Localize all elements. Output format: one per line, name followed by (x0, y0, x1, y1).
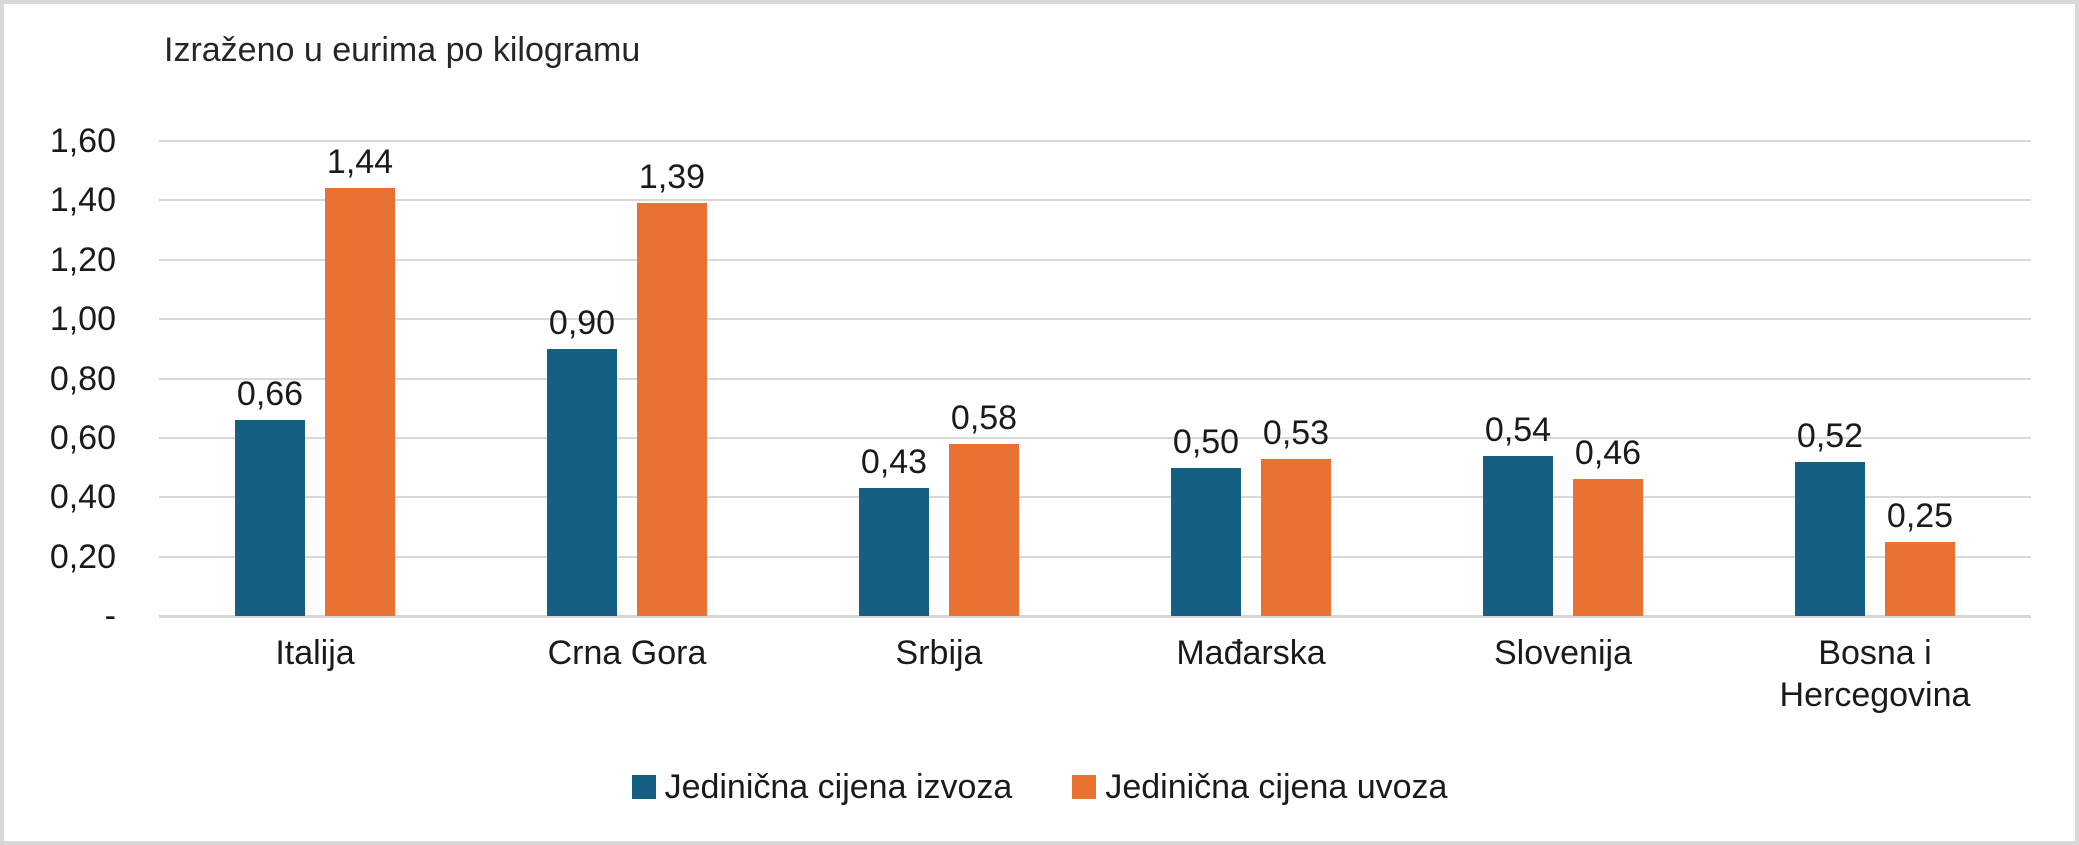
bar-value-label: 0,90 (548, 304, 616, 342)
bar (1573, 479, 1643, 616)
bar-value-label: 0,66 (236, 375, 304, 413)
gridline (159, 199, 2031, 202)
bar (949, 444, 1019, 616)
y-tick-label: - (104, 597, 116, 635)
x-category-label: Mađarska (1176, 634, 1326, 672)
bar-value-label: 0,58 (950, 399, 1018, 437)
gridline (159, 496, 2031, 499)
y-tick-label: 0,80 (49, 359, 116, 398)
legend-swatch (631, 775, 656, 799)
bar (325, 188, 395, 616)
bar-value-label: 1,39 (638, 158, 706, 196)
bar (1795, 462, 1865, 616)
x-category-label: Slovenija (1494, 634, 1632, 672)
x-category-label: Italija (275, 634, 355, 672)
y-tick-label: 0,20 (49, 537, 116, 576)
bar-value-label: 0,54 (1484, 411, 1552, 449)
chart-title: Izraženo u eurima po kilogramu (164, 31, 641, 69)
x-axis-line (159, 615, 2031, 618)
bar-value-label: 0,53 (1262, 414, 1330, 452)
y-tick-label: 1,60 (49, 122, 116, 160)
x-category-label: Srbija (895, 634, 983, 672)
bar (859, 488, 929, 616)
bar (1885, 542, 1955, 616)
bar-value-label: 0,50 (1172, 423, 1240, 461)
gridline (159, 436, 2031, 439)
y-tick-label: 1,00 (49, 300, 116, 339)
y-tick-label: 0,60 (49, 418, 116, 457)
legend-item: Jedinična cijena izvoza (631, 767, 1013, 807)
x-category-label: Crna Gora (547, 634, 707, 672)
bar-value-label: 0,52 (1796, 417, 1864, 455)
bar (637, 203, 707, 616)
y-tick-label: 0,40 (49, 478, 116, 517)
bar-value-label: 0,43 (860, 443, 928, 481)
legend-item: Jedinična cijena uvoza (1072, 767, 1447, 807)
bar (1261, 459, 1331, 616)
legend-swatch (1072, 775, 1097, 799)
bar-value-label: 0,46 (1574, 434, 1642, 472)
bar (235, 420, 305, 616)
bar (1483, 456, 1553, 616)
bar (1171, 468, 1241, 616)
y-tick-label: 1,40 (49, 181, 116, 220)
gridline (159, 318, 2031, 321)
gridline (159, 377, 2031, 380)
bar-value-label: 0,25 (1886, 497, 1954, 535)
gridline (159, 140, 2031, 142)
gridline (159, 555, 2031, 558)
bar (547, 349, 617, 616)
y-tick-label: 1,20 (49, 240, 116, 279)
gridline (159, 258, 2031, 261)
bar-value-label: 1,44 (326, 143, 394, 181)
legend: Jedinična cijena izvoza Jedinična cijena … (4, 767, 2075, 807)
legend-label: Jedinična cijena izvoza (664, 768, 1013, 806)
legend-label: Jedinična cijena uvoza (1105, 768, 1448, 806)
x-category-label: Bosna i Hercegovina (1779, 634, 1971, 714)
